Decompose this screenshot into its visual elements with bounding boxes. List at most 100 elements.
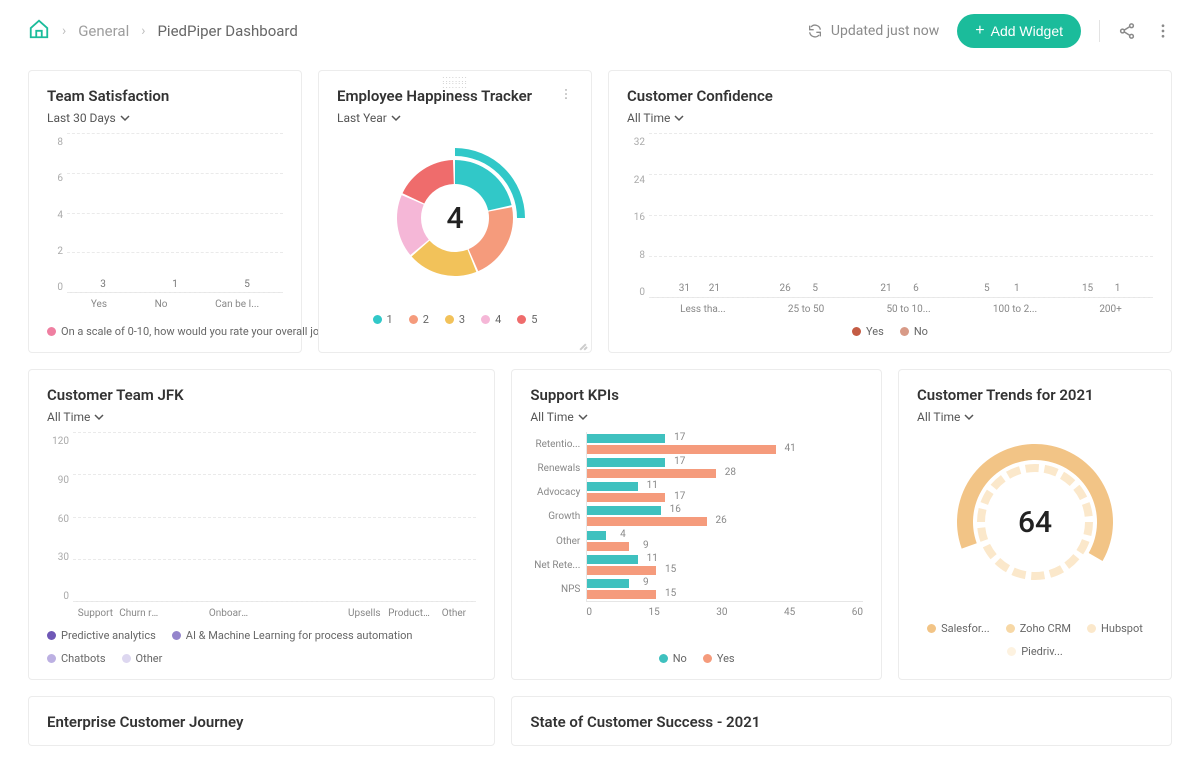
legend-swatch: [445, 315, 454, 324]
legend-label: On a scale of 0-10, how would you rate y…: [61, 325, 346, 338]
chevron-down-icon: [120, 113, 130, 123]
legend: No Yes: [530, 652, 863, 665]
legend-item: 5: [517, 313, 537, 326]
add-widget-label: Add Widget: [991, 23, 1063, 39]
legend-item: Piedriv...: [1007, 645, 1063, 658]
legend-label: 2: [423, 313, 429, 326]
card-employee-happiness: :::::::::::::::: Employee Happiness Trac…: [318, 70, 592, 353]
legend-item: Salesfor...: [927, 622, 990, 635]
chevron-right-icon: ›: [62, 23, 66, 39]
header-actions: Updated just now + Add Widget: [807, 14, 1172, 48]
card-title: State of Customer Success - 2021: [530, 713, 760, 731]
legend-item: Yes: [703, 652, 735, 665]
chevron-down-icon: [578, 412, 588, 422]
chevron-down-icon: [674, 113, 684, 123]
legend-label: Salesfor...: [941, 622, 990, 635]
legend-item: On a scale of 0-10, how would you rate y…: [47, 325, 346, 338]
refresh-icon: [807, 23, 823, 39]
legend-label: Yes: [717, 652, 735, 665]
share-icon[interactable]: [1118, 22, 1136, 40]
range-selector[interactable]: All Time: [917, 410, 1153, 424]
add-widget-button[interactable]: + Add Widget: [957, 14, 1081, 48]
legend-label: Hubspot: [1101, 622, 1143, 635]
card-enterprise-journey: Enterprise Customer Journey: [28, 696, 495, 746]
legend-label: Other: [136, 652, 163, 665]
range-selector[interactable]: Last 30 Days: [47, 111, 283, 125]
legend-swatch: [703, 654, 712, 663]
trends-gauge-chart: 64: [917, 432, 1153, 612]
legend: On a scale of 0-10, how would you rate y…: [47, 325, 283, 338]
legend-swatch: [373, 315, 382, 324]
customer-confidence-chart: 32241680312126521651151 Less tha...25 to…: [627, 133, 1153, 315]
legend-swatch: [1007, 647, 1016, 656]
card-customer-confidence: Customer Confidence All Time 32241680312…: [608, 70, 1172, 353]
chevron-down-icon: [391, 113, 401, 123]
card-title: Enterprise Customer Journey: [47, 713, 243, 731]
refresh-status[interactable]: Updated just now: [807, 23, 939, 39]
home-icon[interactable]: [28, 18, 50, 44]
legend-label: Yes: [866, 325, 884, 338]
card-title: Support KPIs: [530, 386, 619, 404]
legend-swatch: [1087, 624, 1096, 633]
card-title: Customer Trends for 2021: [917, 386, 1094, 404]
dashboard-grid: Team Satisfaction Last 30 Days 86420315 …: [0, 62, 1200, 766]
kebab-menu-icon[interactable]: [559, 87, 573, 105]
legend: Yes No: [627, 325, 1153, 338]
range-selector[interactable]: All Time: [47, 410, 476, 424]
legend-label: Piedriv...: [1021, 645, 1063, 658]
legend-item: 3: [445, 313, 465, 326]
card-team-satisfaction: Team Satisfaction Last 30 Days 86420315 …: [28, 70, 302, 353]
card-title: Employee Happiness Tracker: [337, 87, 532, 105]
legend-label: No: [673, 652, 687, 665]
legend-swatch: [517, 315, 526, 324]
legend-item: Yes: [852, 325, 884, 338]
legend-item: Other: [122, 652, 163, 665]
card-title: Customer Confidence: [627, 87, 773, 105]
card-customer-team-jfk: Customer Team JFK All Time 1209060300 Su…: [28, 369, 495, 680]
kebab-menu-icon[interactable]: [1154, 22, 1172, 40]
legend-swatch: [852, 327, 861, 336]
happiness-donut-chart: 4: [337, 133, 573, 303]
drag-handle[interactable]: ::::::::::::::::: [442, 77, 467, 89]
card-state-success: State of Customer Success - 2021: [511, 696, 1172, 746]
legend-item: 4: [481, 313, 501, 326]
legend: Salesfor... Zoho CRM Hubspot Piedriv...: [917, 622, 1153, 658]
resize-handle[interactable]: [577, 338, 589, 350]
card-title: Customer Team JFK: [47, 386, 184, 404]
card-support-kpis: Support KPIs All Time Retentio...Renewal…: [511, 369, 882, 680]
support-kpis-chart: Retentio...RenewalsAdvocacyGrowthOtherNe…: [530, 432, 863, 642]
team-satisfaction-chart: 86420315 YesNoCan be I...: [47, 133, 283, 315]
legend-swatch: [900, 327, 909, 336]
chevron-down-icon: [964, 412, 974, 422]
legend: 1 2 3 4 5: [337, 313, 573, 326]
legend-label: Zoho CRM: [1020, 622, 1071, 635]
legend-swatch: [1006, 624, 1015, 633]
legend-item: 1: [373, 313, 393, 326]
legend-swatch: [409, 315, 418, 324]
jfk-chart: 1209060300 SupportChurn re...Onboardi...…: [47, 432, 476, 619]
legend-swatch: [659, 654, 668, 663]
range-selector[interactable]: All Time: [530, 410, 863, 424]
legend-item: Hubspot: [1087, 622, 1143, 635]
legend-label: 5: [531, 313, 537, 326]
legend-item: No: [900, 325, 928, 338]
range-selector[interactable]: Last Year: [337, 111, 573, 125]
legend: Predictive analytics AI & Machine Learnin…: [47, 629, 476, 665]
page-header: › General › PiedPiper Dashboard Updated …: [0, 0, 1200, 62]
donut-center-value: 4: [446, 201, 463, 236]
legend-item: AI & Machine Learning for process automa…: [172, 629, 413, 642]
legend-label: No: [914, 325, 928, 338]
legend-label: Chatbots: [61, 652, 106, 665]
legend-item: 2: [409, 313, 429, 326]
breadcrumb-general[interactable]: General: [78, 22, 129, 40]
legend-swatch: [172, 631, 181, 640]
legend-swatch: [927, 624, 936, 633]
legend-swatch: [47, 327, 56, 336]
range-selector[interactable]: All Time: [627, 111, 1153, 125]
legend-item: Zoho CRM: [1006, 622, 1071, 635]
breadcrumb-current[interactable]: PiedPiper Dashboard: [157, 22, 297, 40]
plus-icon: +: [975, 23, 984, 39]
legend-label: Predictive analytics: [61, 629, 156, 642]
legend-label: 3: [459, 313, 465, 326]
gauge-center-value: 64: [1018, 505, 1052, 540]
